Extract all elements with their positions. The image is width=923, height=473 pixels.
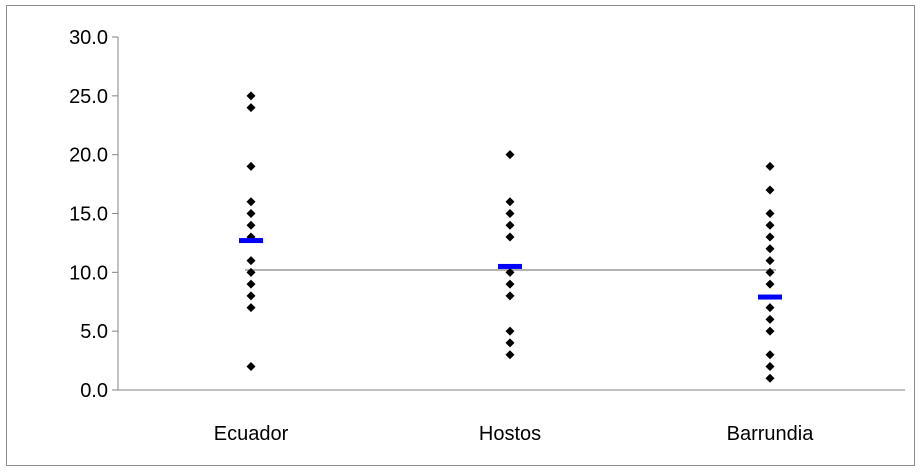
y-tick-label: 5.0 <box>80 321 108 343</box>
data-point-ecuador <box>246 267 256 277</box>
data-point-barrundia <box>765 326 775 336</box>
data-point-barrundia <box>765 220 775 230</box>
data-point-ecuador <box>246 197 256 207</box>
data-point-hostos <box>505 338 515 348</box>
data-point-hostos <box>505 291 515 301</box>
data-point-ecuador <box>246 91 256 101</box>
data-point-barrundia <box>765 256 775 266</box>
data-point-ecuador <box>246 220 256 230</box>
data-point-barrundia <box>765 161 775 171</box>
chart-frame <box>6 5 915 466</box>
x-category-label: Barrundia <box>727 423 815 445</box>
y-tick-label: 20.0 <box>69 145 108 167</box>
data-point-hostos <box>505 197 515 207</box>
data-point-hostos <box>505 326 515 336</box>
data-point-hostos <box>505 209 515 218</box>
y-tick-label: 10.0 <box>69 262 108 284</box>
data-point-ecuador <box>246 103 256 113</box>
mean-marker-barrundia <box>758 294 782 300</box>
data-point-barrundia <box>765 232 775 242</box>
y-tick-label: 0.0 <box>80 380 108 402</box>
data-point-hostos <box>505 267 515 277</box>
data-point-ecuador <box>246 279 256 289</box>
y-tick-label: 25.0 <box>69 86 108 108</box>
data-point-barrundia <box>765 361 775 371</box>
data-point-ecuador <box>246 256 256 266</box>
data-point-barrundia <box>765 244 775 254</box>
data-point-barrundia <box>765 314 775 324</box>
x-category-label: Hostos <box>479 423 541 445</box>
data-point-barrundia <box>765 185 775 195</box>
data-point-hostos <box>505 279 515 289</box>
data-point-barrundia <box>765 303 775 313</box>
mean-marker-hostos <box>498 263 522 269</box>
data-point-ecuador <box>246 291 256 301</box>
data-point-hostos <box>505 220 515 230</box>
x-category-label: Ecuador <box>214 423 289 445</box>
data-point-hostos <box>505 350 515 360</box>
y-tick-label: 30.0 <box>69 27 108 49</box>
data-point-hostos <box>505 232 515 242</box>
data-point-ecuador <box>246 303 256 313</box>
data-point-ecuador <box>246 161 256 171</box>
data-point-barrundia <box>765 209 775 218</box>
data-point-barrundia <box>765 267 775 277</box>
data-point-ecuador <box>246 209 256 218</box>
data-point-barrundia <box>765 350 775 360</box>
data-point-ecuador <box>246 361 256 371</box>
data-point-hostos <box>505 150 515 160</box>
mean-marker-ecuador <box>239 238 263 244</box>
y-tick-label: 15.0 <box>69 204 108 226</box>
data-point-barrundia <box>765 279 775 289</box>
data-point-barrundia <box>765 373 775 383</box>
